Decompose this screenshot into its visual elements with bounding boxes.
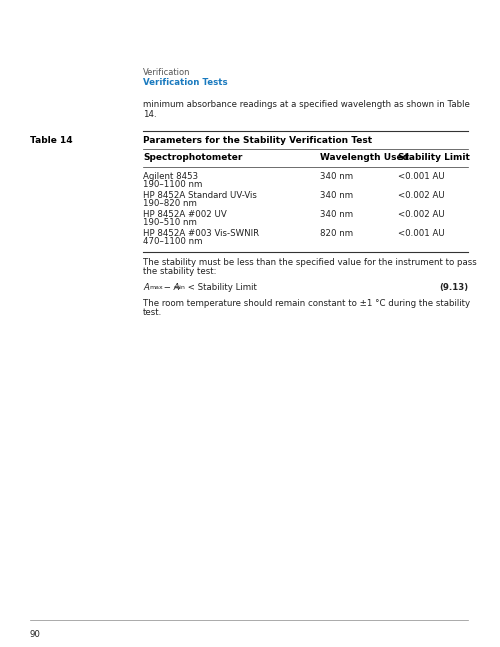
- Text: test.: test.: [143, 308, 162, 317]
- Text: 470–1100 nm: 470–1100 nm: [143, 237, 203, 246]
- Text: Wavelength Used: Wavelength Used: [320, 153, 409, 162]
- Text: min: min: [173, 285, 185, 290]
- Text: The room temperature should remain constant to ±1 °C during the stability: The room temperature should remain const…: [143, 299, 470, 308]
- Text: (9.13): (9.13): [439, 283, 468, 292]
- Text: A: A: [143, 283, 149, 292]
- Text: <0.002 AU: <0.002 AU: [398, 210, 445, 219]
- Text: 820 nm: 820 nm: [320, 229, 353, 238]
- Text: HP 8452A #003 Vis-SWNIR: HP 8452A #003 Vis-SWNIR: [143, 229, 259, 238]
- Text: Verification Tests: Verification Tests: [143, 78, 228, 87]
- Text: Parameters for the Stability Verification Test: Parameters for the Stability Verificatio…: [143, 136, 372, 145]
- Text: 340 nm: 340 nm: [320, 172, 353, 181]
- Text: <0.001 AU: <0.001 AU: [398, 172, 445, 181]
- Text: The stability must be less than the specified value for the instrument to pass: The stability must be less than the spec…: [143, 258, 477, 267]
- Text: Table 14: Table 14: [30, 136, 72, 145]
- Text: 90: 90: [30, 630, 41, 639]
- Text: HP 8452A #002 UV: HP 8452A #002 UV: [143, 210, 227, 219]
- Text: 190–1100 nm: 190–1100 nm: [143, 180, 203, 189]
- Text: − A: − A: [161, 283, 180, 292]
- Text: <0.002 AU: <0.002 AU: [398, 191, 445, 200]
- Text: Spectrophotometer: Spectrophotometer: [143, 153, 242, 162]
- Text: HP 8452A Standard UV-Vis: HP 8452A Standard UV-Vis: [143, 191, 257, 200]
- Text: 190–510 nm: 190–510 nm: [143, 218, 197, 227]
- Text: <0.001 AU: <0.001 AU: [398, 229, 445, 238]
- Text: < Stability Limit: < Stability Limit: [185, 283, 257, 292]
- Text: Stability Limit: Stability Limit: [398, 153, 470, 162]
- Text: Verification: Verification: [143, 68, 190, 77]
- Text: 340 nm: 340 nm: [320, 210, 353, 219]
- Text: 190–820 nm: 190–820 nm: [143, 199, 197, 208]
- Text: the stability test:: the stability test:: [143, 267, 216, 276]
- Text: Agilent 8453: Agilent 8453: [143, 172, 198, 181]
- Text: max: max: [149, 285, 163, 290]
- Text: 14.: 14.: [143, 110, 156, 119]
- Text: minimum absorbance readings at a specified wavelength as shown in Table: minimum absorbance readings at a specifi…: [143, 100, 470, 109]
- Text: 340 nm: 340 nm: [320, 191, 353, 200]
